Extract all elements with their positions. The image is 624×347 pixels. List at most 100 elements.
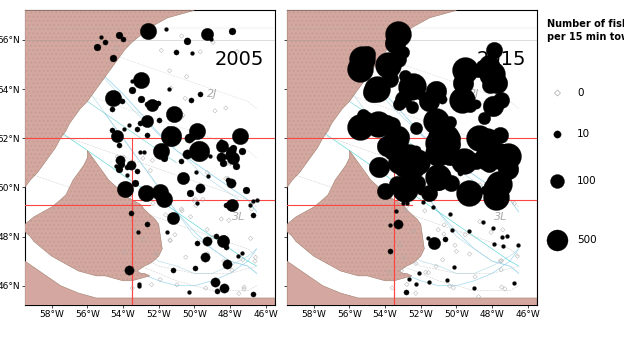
Point [212,288,222,294]
Point [391,145,401,151]
Point [378,125,388,131]
Point [185,214,195,220]
Point [446,180,456,186]
Point [135,120,145,126]
Point [491,194,501,200]
Point [408,83,418,89]
Polygon shape [25,151,162,281]
Point [495,93,505,99]
Point [142,191,152,196]
Point [167,133,177,138]
Point [182,37,192,42]
Point [192,240,202,246]
Point [155,189,165,195]
Point [180,95,190,101]
Point [92,44,102,50]
Point [183,135,193,140]
Point [202,170,212,175]
Point [186,98,196,103]
Text: 3K: 3K [223,158,237,168]
Point [248,198,258,204]
Point [160,212,170,218]
Point [223,176,233,181]
Point [439,222,449,228]
Point [130,228,140,234]
Point [392,181,402,187]
Point [177,208,187,213]
Point [133,229,143,235]
Point [403,181,413,186]
Point [111,100,121,105]
Point [169,111,179,117]
Point [134,281,144,287]
Point [227,268,237,273]
Point [487,71,497,77]
Point [489,104,499,109]
Point [459,80,469,86]
Point [145,30,155,36]
Point [373,121,383,127]
Point [404,154,414,160]
Point [446,137,456,142]
Point [433,177,443,183]
Point [415,92,425,98]
Point [232,49,242,54]
Point [246,206,256,212]
Point [212,287,222,293]
Point [396,54,406,60]
Point [234,291,244,296]
Point [489,48,499,53]
Point [387,285,397,291]
Point [403,149,413,155]
Point [383,120,392,126]
Point [512,253,522,259]
Point [177,114,187,120]
Point [400,186,410,192]
Point [475,219,485,224]
Point [402,170,412,176]
Point [465,103,475,108]
Point [442,277,452,282]
Point [445,212,455,217]
Point [385,222,395,227]
Point [178,112,188,118]
Point [402,204,412,209]
Point [394,131,404,137]
Point [460,67,470,73]
Point [390,40,400,45]
Point [159,191,169,196]
Point [484,161,494,167]
Point [470,159,480,164]
Point [487,201,497,206]
Point [248,212,258,218]
Point [433,141,443,146]
Point [130,180,140,186]
Point [201,285,211,291]
Point [198,196,208,202]
Point [390,140,400,145]
Point [181,254,191,260]
Point [398,96,408,102]
Point [494,183,504,188]
Point [142,118,152,124]
Point [218,238,228,243]
Point [190,196,200,202]
Point [203,173,213,179]
Point [191,203,201,208]
Point [495,258,505,264]
Point [147,102,157,108]
Point [407,104,417,110]
Point [142,101,152,107]
Point [251,197,261,203]
Point [165,238,175,243]
Point [424,270,434,276]
Point [164,86,174,92]
Point [400,73,410,79]
Point [466,200,476,205]
Point [117,98,127,104]
Point [424,190,434,195]
Point [391,208,401,214]
Point [227,28,236,34]
Point [404,277,414,282]
Point [192,155,202,160]
